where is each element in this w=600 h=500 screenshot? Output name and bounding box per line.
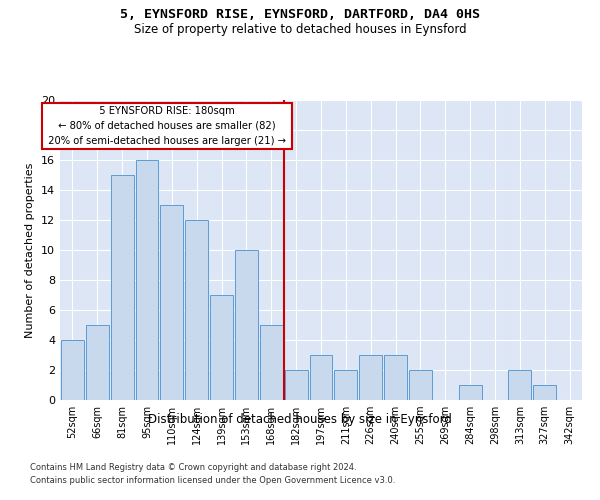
Text: Contains HM Land Registry data © Crown copyright and database right 2024.: Contains HM Land Registry data © Crown c…	[30, 464, 356, 472]
Bar	[160, 205, 183, 400]
Bar	[136, 160, 158, 400]
Bar	[210, 295, 233, 400]
Bar	[359, 355, 382, 400]
Y-axis label: Number of detached properties: Number of detached properties	[25, 162, 35, 338]
Bar	[409, 370, 432, 400]
Bar	[334, 370, 357, 400]
Bar	[310, 355, 332, 400]
Bar	[235, 250, 258, 400]
Bar	[260, 325, 283, 400]
Text: Size of property relative to detached houses in Eynsford: Size of property relative to detached ho…	[134, 22, 466, 36]
Bar	[61, 340, 84, 400]
Bar	[86, 325, 109, 400]
Bar	[459, 385, 482, 400]
Text: 5, EYNSFORD RISE, EYNSFORD, DARTFORD, DA4 0HS: 5, EYNSFORD RISE, EYNSFORD, DARTFORD, DA…	[120, 8, 480, 20]
Text: Contains public sector information licensed under the Open Government Licence v3: Contains public sector information licen…	[30, 476, 395, 485]
Bar	[533, 385, 556, 400]
Bar	[285, 370, 308, 400]
Bar	[111, 175, 134, 400]
Bar	[185, 220, 208, 400]
Text: Distribution of detached houses by size in Eynsford: Distribution of detached houses by size …	[148, 412, 452, 426]
Bar	[384, 355, 407, 400]
Bar	[508, 370, 531, 400]
Text: 5 EYNSFORD RISE: 180sqm  
 ← 80% of detached houses are smaller (82) 
 20% of se: 5 EYNSFORD RISE: 180sqm ← 80% of detache…	[45, 106, 289, 146]
